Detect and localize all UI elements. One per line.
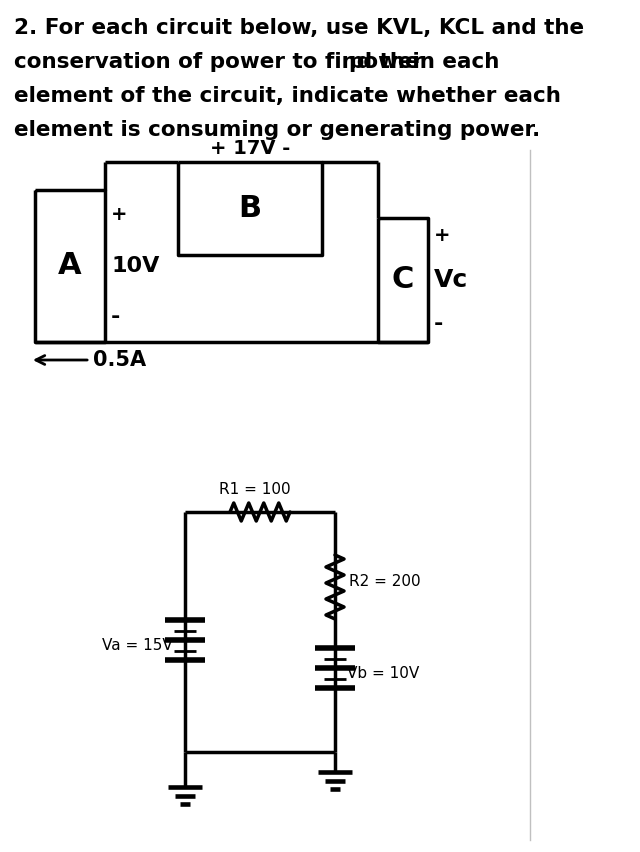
Text: power: power (348, 52, 423, 72)
Text: +: + (111, 205, 127, 224)
Text: Vb = 10V: Vb = 10V (347, 665, 419, 681)
Text: element of the circuit, indicate whether each: element of the circuit, indicate whether… (14, 86, 561, 106)
Text: element is consuming or generating power.: element is consuming or generating power… (14, 120, 540, 140)
Text: +: + (434, 226, 451, 245)
Text: A: A (58, 251, 82, 280)
Text: B: B (239, 194, 262, 223)
Text: + 17V -: + 17V - (210, 139, 290, 158)
Text: 0.5A: 0.5A (93, 350, 146, 370)
Text: R2 = 200: R2 = 200 (349, 574, 420, 590)
Text: conservation of power to find the: conservation of power to find the (14, 52, 427, 72)
Text: 2. For each circuit below, use KVL, KCL and the: 2. For each circuit below, use KVL, KCL … (14, 18, 584, 38)
Text: 10V: 10V (111, 256, 159, 276)
Text: -: - (111, 307, 120, 327)
Text: in each: in each (405, 52, 499, 72)
Text: Va = 15V: Va = 15V (102, 637, 173, 653)
Text: R1 = 100: R1 = 100 (219, 482, 291, 497)
Text: -: - (434, 314, 444, 334)
Text: Vc: Vc (434, 268, 468, 292)
Text: C: C (392, 266, 414, 295)
